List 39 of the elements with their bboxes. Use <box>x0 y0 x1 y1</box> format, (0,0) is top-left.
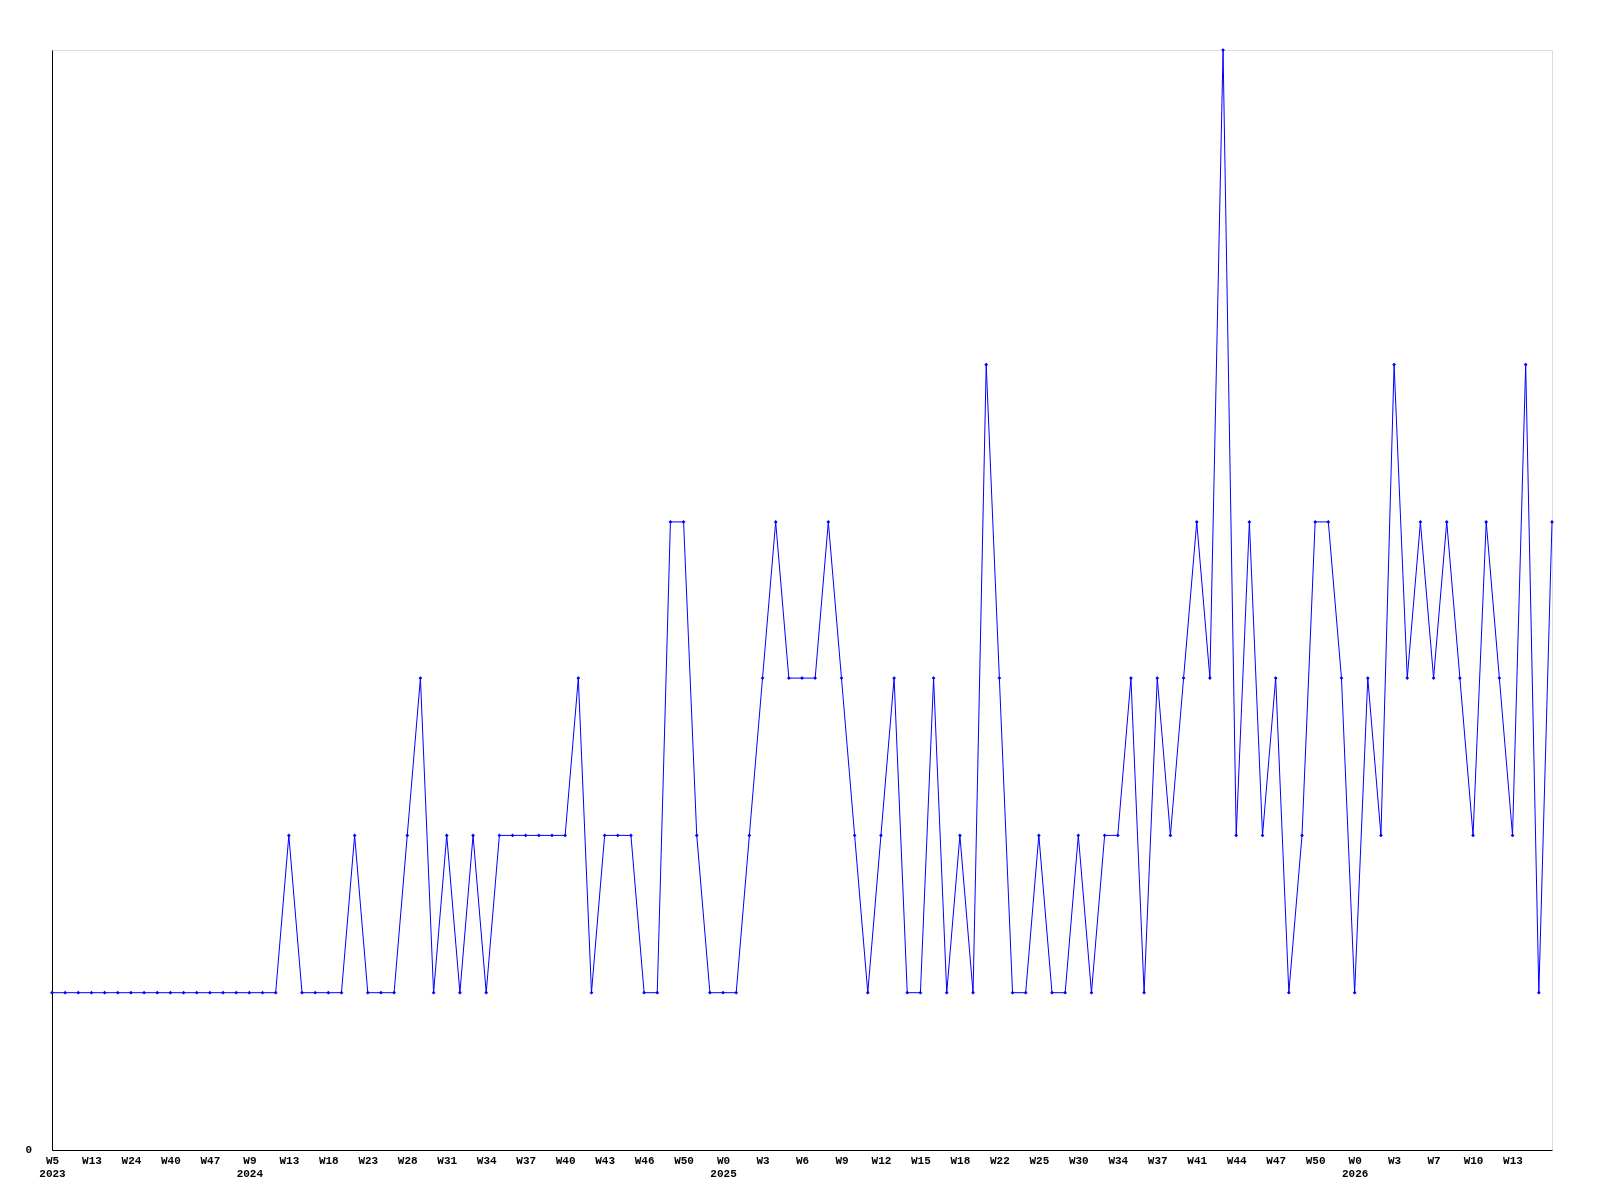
x-tick-label: W6 <box>795 1154 810 1167</box>
x-tick-label: W47 <box>200 1154 221 1167</box>
x-tick-label: W13 <box>82 1154 103 1167</box>
x-tick-label: W18 <box>318 1154 340 1167</box>
x-tick-label: W37 <box>516 1154 537 1167</box>
x-tick-label: W24 <box>121 1154 142 1167</box>
x-tick-label: W44 <box>1226 1154 1248 1167</box>
x-tick-label: W5 2023 <box>39 1154 67 1180</box>
x-tick-label: W25 <box>1029 1154 1050 1167</box>
x-tick-label: W47 <box>1266 1154 1287 1167</box>
x-tick-label: W31 <box>437 1154 458 1167</box>
x-tick-label: W7 <box>1427 1154 1441 1167</box>
x-tick-label: W0 2026 <box>1341 1154 1369 1180</box>
x-tick-label: W10 <box>1463 1154 1484 1167</box>
x-tick-label: W43 <box>595 1154 616 1167</box>
x-tick-label: W3 <box>1388 1154 1402 1167</box>
x-tick-label: W22 <box>989 1154 1010 1167</box>
x-tick-label: W30 <box>1068 1154 1089 1167</box>
x-tick-label: W13 <box>279 1154 300 1167</box>
x-tick-label: W37 <box>1147 1154 1168 1167</box>
text: 0 <box>25 1144 32 1156</box>
x-tick-label: W9 <box>835 1154 849 1167</box>
x-tick-label: W0 2025 <box>710 1154 738 1180</box>
x-tick-label: W23 <box>358 1154 379 1167</box>
x-tick-label: W40 <box>161 1154 181 1167</box>
x-tick-label: W34 <box>1108 1154 1129 1167</box>
x-tick-label: W3 <box>756 1154 771 1167</box>
x-tick-label: W40 <box>555 1154 576 1167</box>
x-tick-label: W46 <box>634 1154 655 1167</box>
x-tick-label: W15 <box>911 1154 932 1167</box>
x-tick-label: W50 <box>674 1154 694 1167</box>
x-tick-label: W41 <box>1187 1154 1208 1167</box>
x-tick-label: W9 2024 <box>236 1154 264 1180</box>
x-tick-label: W18 <box>950 1154 971 1167</box>
x-tick-label: W50 <box>1305 1154 1326 1167</box>
x-tick-label: W12 <box>871 1154 892 1167</box>
x-tick-label: W34 <box>476 1154 498 1167</box>
x-tick-label: W28 <box>397 1154 419 1167</box>
x-tick-label: W13 <box>1503 1154 1524 1167</box>
